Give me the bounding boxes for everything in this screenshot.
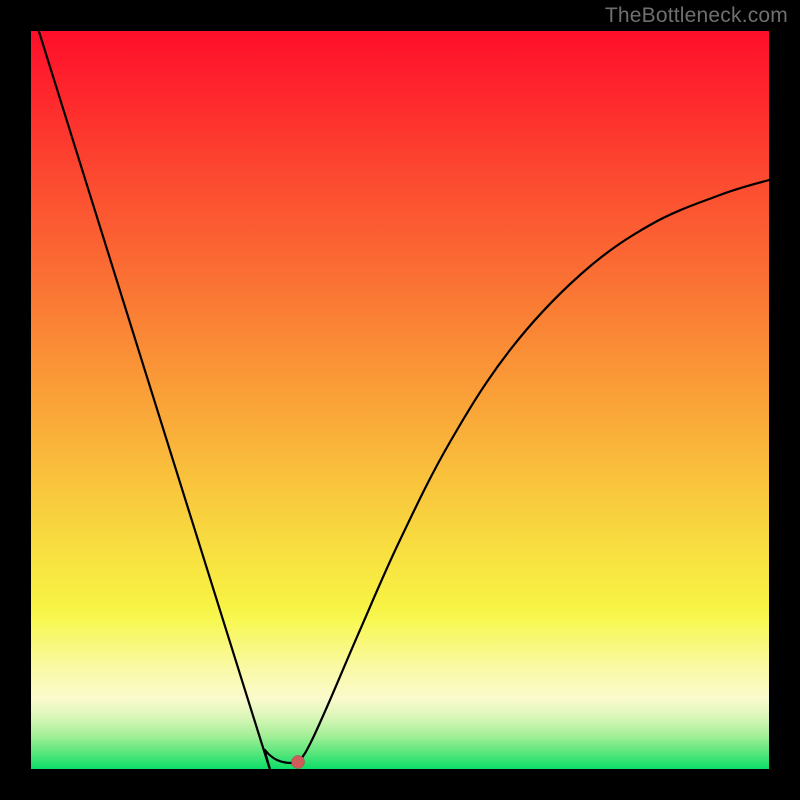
plot-background bbox=[31, 31, 769, 769]
optimal-marker bbox=[292, 756, 305, 769]
watermark-text: TheBottleneck.com bbox=[605, 4, 788, 28]
bottleneck-chart bbox=[0, 0, 800, 800]
